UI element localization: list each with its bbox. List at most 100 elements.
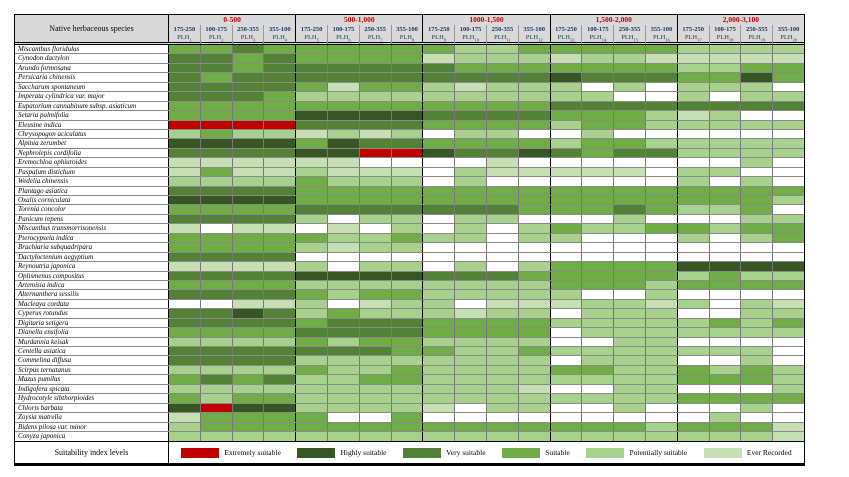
suitability-cell — [423, 177, 456, 186]
legend-item-label: Highly suitable — [340, 448, 387, 458]
plh-column-header: 355-100 PLH12 — [519, 25, 550, 44]
suitability-cell — [741, 92, 774, 101]
suitability-cell — [327, 384, 360, 394]
suitability-cell — [200, 82, 233, 92]
suitability-cell — [550, 82, 583, 92]
suitability-cell — [582, 63, 615, 73]
species-name: Scirpus ternatanus — [15, 365, 169, 375]
suitability-cell — [677, 318, 710, 328]
suitability-cell — [773, 262, 804, 271]
species-name: Oplismenus compositus — [15, 271, 169, 280]
suitability-cell — [423, 45, 456, 54]
species-name: Reynoutria japonica — [15, 262, 169, 271]
suitability-cell — [359, 299, 392, 309]
suitability-cell — [677, 262, 710, 271]
suitability-cell — [359, 158, 392, 167]
suitability-cell — [200, 92, 233, 101]
suitability-cell — [645, 63, 678, 73]
species-row: Alpinia zerumbet — [15, 139, 804, 149]
suitability-cell — [359, 384, 392, 394]
suitability-cell — [264, 73, 297, 82]
suitability-cell — [200, 262, 233, 271]
suitability-cell — [550, 233, 583, 243]
suitability-cell — [582, 196, 615, 205]
suitability-cell — [773, 337, 804, 346]
species-row: Eremochloa ophiuroides — [15, 158, 804, 168]
suitability-cell — [645, 403, 678, 413]
column-range-label: 175-250 — [173, 26, 196, 33]
suitability-cell — [709, 252, 742, 262]
suitability-cell — [645, 177, 678, 186]
suitability-cell — [773, 82, 804, 92]
suitability-cell — [709, 365, 742, 375]
suitability-cell — [391, 54, 424, 63]
suitability-cell — [296, 73, 328, 82]
suitability-cell — [486, 262, 519, 271]
suitability-cell — [359, 394, 392, 403]
suitability-cell — [169, 196, 201, 205]
suitability-cell — [645, 431, 678, 442]
suitability-cell — [200, 299, 233, 309]
suitability-cell — [582, 394, 615, 403]
suitability-cell — [741, 252, 774, 262]
suitability-cell — [645, 139, 678, 148]
suitability-cell — [327, 365, 360, 375]
suitability-cell — [614, 299, 646, 309]
suitability-cell — [614, 243, 646, 252]
suitability-cell — [359, 139, 392, 148]
suitability-cell — [486, 186, 519, 195]
suitability-cell — [518, 280, 551, 290]
suitability-cell — [359, 101, 392, 111]
suitability-cell — [169, 394, 201, 403]
suitability-cell — [518, 196, 551, 205]
suitability-cell — [200, 394, 233, 403]
suitability-cell — [614, 328, 646, 337]
suitability-cell — [550, 129, 583, 139]
column-range-label: 355-100 — [268, 26, 291, 33]
suitability-cell — [327, 271, 360, 280]
suitability-cell — [359, 280, 392, 290]
suitability-cell — [550, 280, 583, 290]
suitability-cell — [455, 290, 487, 299]
suitability-cell — [169, 101, 201, 111]
suitability-cell — [423, 120, 456, 129]
suitability-cell — [423, 309, 456, 318]
plh-column-header: 175-250 PLH1 — [169, 25, 201, 45]
suitability-cell — [391, 186, 424, 195]
suitability-cell — [645, 129, 678, 139]
suitability-cell — [232, 73, 265, 82]
suitability-cell — [455, 63, 487, 73]
suitability-cell — [677, 54, 710, 63]
suitability-cell — [677, 111, 710, 120]
suitability-cell — [550, 54, 583, 63]
suitability-cell — [582, 120, 615, 129]
suitability-cell — [677, 384, 710, 394]
suitability-cell — [741, 347, 774, 356]
suitability-cell — [327, 45, 360, 54]
suitability-cell — [550, 262, 583, 271]
suitability-cell — [423, 158, 456, 167]
suitability-cell — [169, 413, 201, 422]
suitability-cell — [614, 101, 646, 111]
suitability-cell — [709, 328, 742, 337]
suitability-cell — [169, 271, 201, 280]
suitability-cell — [550, 422, 583, 431]
suitability-cell — [264, 394, 297, 403]
column-range-label: 100-175 — [714, 26, 736, 33]
suitability-cell — [645, 384, 678, 394]
suitability-cell — [455, 347, 487, 356]
plh-id-label: PLH12 — [525, 34, 543, 43]
suitability-cell — [232, 252, 265, 262]
suitability-cell — [550, 394, 583, 403]
suitability-cell — [741, 186, 774, 195]
suitability-cell — [550, 384, 583, 394]
suitability-cell — [232, 365, 265, 375]
suitability-cell — [582, 92, 615, 101]
suitability-cell — [518, 318, 551, 328]
suitability-cell — [232, 101, 265, 111]
suitability-cell — [709, 394, 742, 403]
suitability-cell — [582, 205, 615, 214]
suitability-cell — [709, 233, 742, 243]
species-name: Miscanthus transmorrisonensis — [15, 224, 169, 233]
suitability-cell — [327, 262, 360, 271]
